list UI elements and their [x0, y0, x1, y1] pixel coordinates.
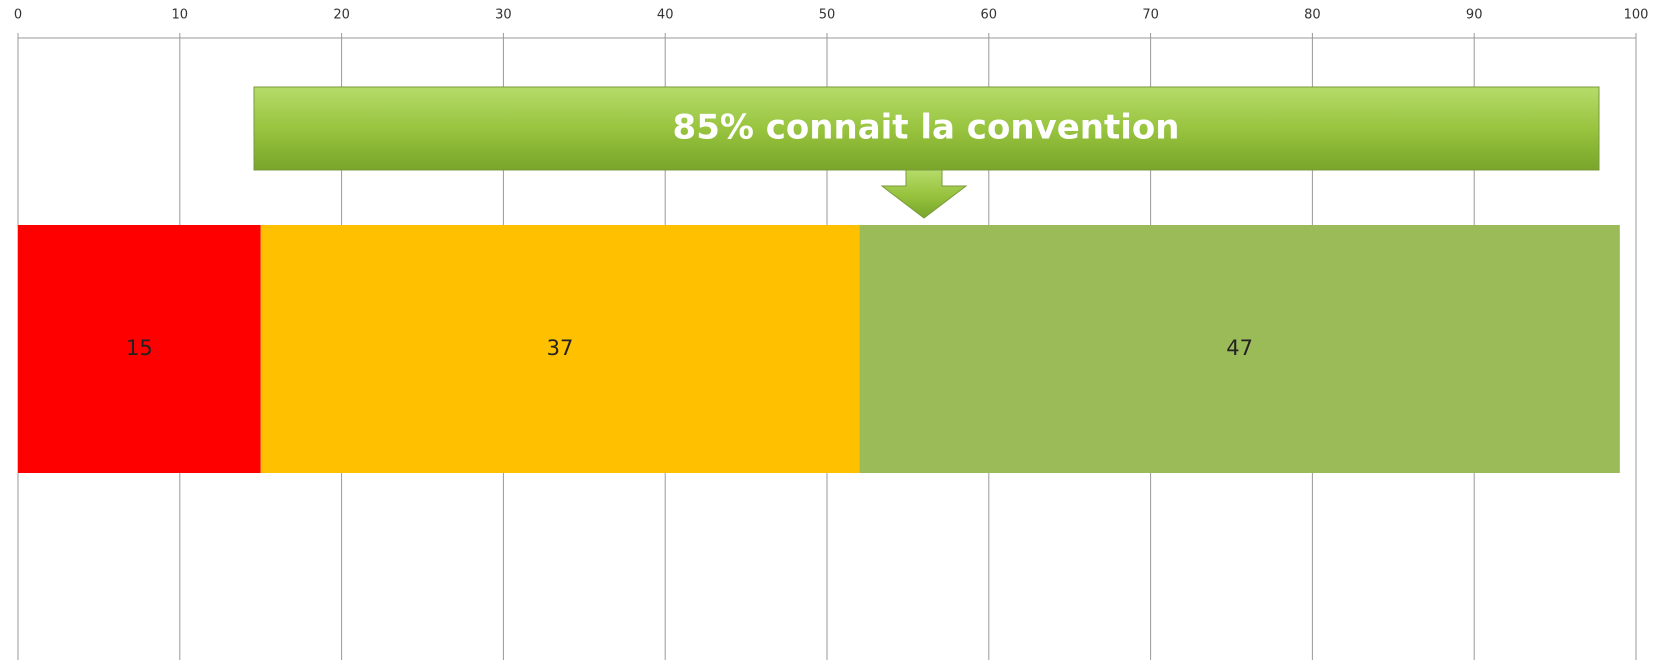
- bar-segment: [859, 225, 1620, 473]
- annotation: 85% connait la convention: [253, 86, 1600, 219]
- x-tick-label: 30: [495, 8, 512, 23]
- x-tick-label: 50: [819, 8, 836, 23]
- annotation-box: [253, 86, 1600, 171]
- data-label: 37: [547, 336, 574, 360]
- annotation-arrow: [880, 169, 968, 219]
- bar-segment: [260, 225, 860, 473]
- x-tick-label: 100: [1624, 8, 1649, 23]
- x-tick-label: 80: [1304, 8, 1321, 23]
- data-label: 15: [126, 336, 153, 360]
- x-tick-label: 60: [981, 8, 998, 23]
- bars: 15 37 47: [18, 225, 1620, 473]
- x-tick-label: 10: [172, 8, 189, 23]
- x-tick-label: 70: [1142, 8, 1159, 23]
- bar-segment: [18, 225, 261, 473]
- data-label: 47: [1226, 336, 1253, 360]
- x-tick-label: 40: [657, 8, 674, 23]
- x-tick-label: 0: [14, 8, 22, 23]
- x-tick-label: 20: [333, 8, 350, 23]
- x-tick-label: 90: [1466, 8, 1483, 23]
- annotation-text: 85% connait la convention: [673, 108, 1180, 148]
